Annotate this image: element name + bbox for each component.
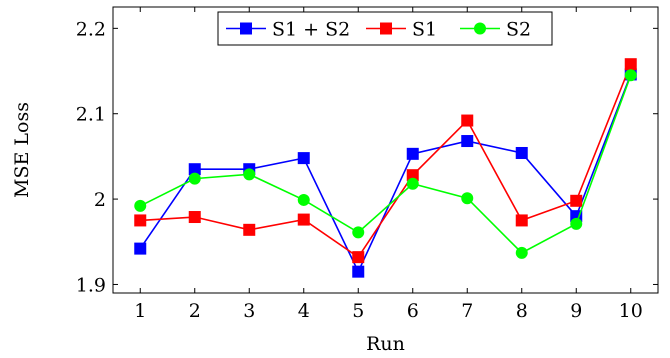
data-point	[134, 242, 147, 255]
data-point	[352, 226, 365, 239]
x-tick-label: 4	[298, 300, 310, 322]
data-point	[134, 199, 147, 212]
y-axis-label: MSE Loss	[11, 102, 33, 198]
data-point	[624, 58, 637, 71]
series-3	[134, 69, 637, 259]
data-point	[243, 168, 256, 181]
data-point	[461, 192, 474, 205]
legend-entry: S1 + S2	[226, 19, 350, 41]
y-tick-label: 2.2	[76, 18, 106, 40]
legend: S1 + S2 S1 S2	[217, 11, 553, 46]
y-tick-label: 2.1	[76, 104, 106, 126]
data-point	[570, 217, 583, 230]
x-tick-label: 8	[516, 300, 528, 322]
legend-label: S1 + S2	[272, 19, 350, 41]
data-point	[406, 177, 419, 190]
x-tick-label: 5	[352, 300, 364, 322]
x-axis-label: Run	[366, 333, 405, 355]
data-point	[243, 223, 256, 236]
data-point	[297, 193, 310, 206]
data-point	[406, 147, 419, 160]
series-line	[140, 63, 632, 259]
x-tick-label: 6	[407, 300, 419, 322]
legend-marker	[474, 22, 486, 35]
x-tick-label: 2	[189, 300, 201, 322]
data-point	[352, 251, 365, 264]
plot-frame	[112, 6, 659, 294]
series-1	[134, 68, 637, 278]
ticks-layer: 1 2 3 4 5 6 7 8 9 10 1.9 2 2.1 2.2	[76, 7, 658, 322]
x-tick-label: 3	[243, 300, 255, 322]
series-line	[139, 75, 632, 254]
legend-marker	[240, 22, 252, 35]
data-point	[188, 172, 201, 185]
legend-marker	[380, 22, 392, 35]
data-point	[515, 214, 528, 227]
data-point	[624, 69, 637, 82]
x-tick-label: 10	[619, 300, 643, 322]
x-tick-label: 9	[570, 300, 582, 322]
data-point	[515, 146, 528, 159]
data-point	[461, 135, 474, 148]
series-layer	[134, 58, 637, 278]
series-line	[139, 74, 632, 274]
x-tick-label: 7	[461, 300, 473, 322]
data-point	[352, 265, 365, 278]
legend-entry: S1	[366, 19, 437, 41]
data-point	[515, 246, 528, 259]
data-point	[297, 213, 310, 226]
y-tick-label: 1.9	[76, 274, 106, 296]
data-point	[461, 114, 474, 127]
legend-label: S2	[506, 19, 531, 41]
data-point	[570, 194, 583, 207]
series-2	[134, 58, 637, 264]
data-point	[297, 152, 310, 165]
y-tick-label: 2	[94, 189, 106, 211]
legend-entry: S2	[460, 19, 531, 41]
legend-label: S1	[412, 19, 437, 41]
x-tick-label: 1	[134, 300, 146, 322]
data-point	[134, 214, 147, 227]
data-point	[188, 211, 201, 224]
